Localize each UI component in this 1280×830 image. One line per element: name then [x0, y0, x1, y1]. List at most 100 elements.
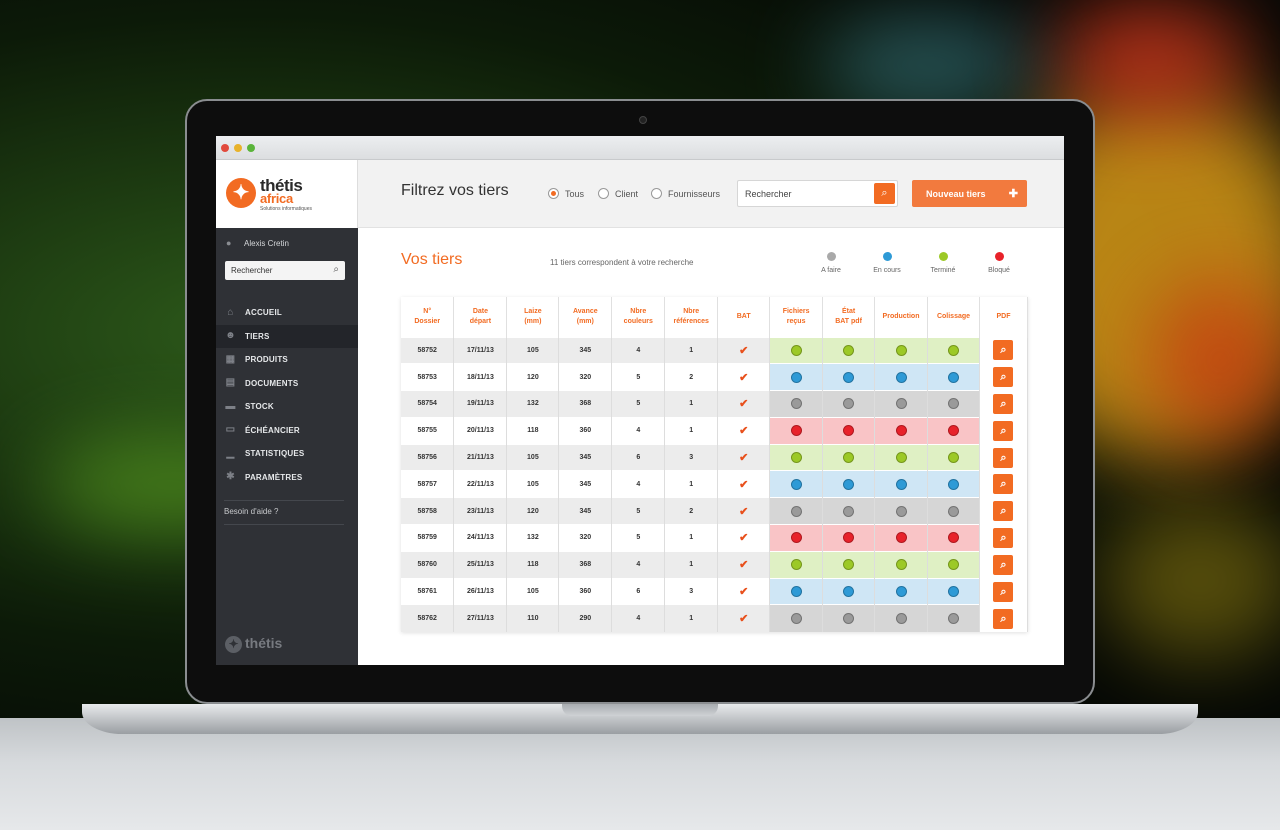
sidebar-item-tiers[interactable]: ☻ TIERS: [216, 324, 358, 348]
cell-avance: 290: [558, 604, 613, 632]
radio-fournisseurs[interactable]: Fournisseurs: [651, 188, 720, 199]
status-dot-icon: [948, 478, 959, 490]
legend-dot: [938, 252, 948, 261]
search-input[interactable]: Rechercher ⌕: [737, 180, 898, 207]
footer-logo-text: thétis: [245, 635, 283, 651]
section-title: Vos tiers: [401, 251, 463, 268]
cell-bat: ✔: [717, 416, 771, 445]
table-row[interactable]: 58760 25/11/13 118 368 4 1 ✔ ⌕: [401, 550, 1029, 579]
table-row[interactable]: 58753 18/11/13 120 320 5 2 ✔ ⌕: [401, 363, 1029, 391]
table-row[interactable]: 58761 26/11/13 105 360 6 3 ✔ ⌕: [401, 577, 1029, 605]
legend-dot: [882, 252, 892, 261]
minimize-window-button[interactable]: [234, 144, 242, 152]
checkmark-icon[interactable]: ✔: [739, 425, 749, 438]
pdf-view-button[interactable]: ⌕: [993, 447, 1014, 468]
cell-laize: 105: [506, 336, 560, 364]
help-link[interactable]: Besoin d'aide ?: [224, 507, 279, 516]
checkmark-icon[interactable]: ✔: [739, 532, 749, 545]
radio-button-icon[interactable]: [598, 188, 609, 199]
checkmark-icon[interactable]: ✔: [739, 559, 749, 572]
pdf-view-button[interactable]: ⌕: [993, 367, 1014, 388]
checkmark-icon[interactable]: ✔: [739, 505, 749, 518]
sidebar-item-stock[interactable]: ▬ STOCK: [216, 395, 358, 419]
sidebar-item-documents[interactable]: ▤ DOCUMENTS: [216, 372, 358, 396]
status-dot-icon: [895, 559, 907, 571]
radio-button-icon[interactable]: [651, 188, 662, 199]
table-row[interactable]: 58759 24/11/13 132 320 5 1 ✔ ⌕: [401, 524, 1029, 552]
cell-etat-bat: [822, 550, 876, 579]
sidebar-item-statistiques[interactable]: ▁ STATISTIQUES: [216, 442, 358, 466]
cell-dossier: 58756: [401, 443, 455, 471]
maximize-window-button[interactable]: [247, 144, 255, 152]
sidebar-item-accueil[interactable]: ⌂ ACCUEIL: [216, 301, 358, 325]
pdf-view-button[interactable]: ⌕: [993, 393, 1014, 414]
cell-references: 1: [664, 524, 719, 552]
pdf-view-button[interactable]: ⌕: [993, 340, 1014, 361]
checkmark-icon[interactable]: ✔: [739, 478, 749, 491]
cell-avance: 345: [558, 470, 613, 498]
radio-button-icon[interactable]: [548, 188, 559, 199]
cell-dossier: 58758: [401, 497, 455, 525]
new-tier-button[interactable]: Nouveau tiers ✚: [912, 180, 1027, 207]
checkmark-icon[interactable]: ✔: [739, 586, 749, 599]
cell-etat-bat: [822, 416, 876, 445]
search-button-icon[interactable]: ⌕: [874, 183, 895, 204]
table-row[interactable]: 58757 22/11/13 105 345 4 1 ✔ ⌕: [401, 470, 1029, 498]
column-header: Production: [874, 297, 929, 337]
table-row[interactable]: 58755 20/11/13 118 360 4 1 ✔ ⌕: [401, 416, 1029, 445]
cell-date: 17/11/13: [453, 336, 508, 364]
pdf-view-button[interactable]: ⌕: [993, 527, 1014, 548]
pdf-view-button[interactable]: ⌕: [993, 581, 1014, 602]
app-screen: ✦ thétis africa Solutions informatiques …: [216, 136, 1064, 665]
status-dot-icon: [895, 613, 907, 625]
legend-dot: [826, 252, 836, 261]
pdf-view-button[interactable]: ⌕: [993, 608, 1014, 629]
table-row[interactable]: 58762 27/11/13 110 290 4 1 ✔ ⌕: [401, 604, 1029, 632]
radio-label: Fournisseurs: [668, 188, 721, 199]
cell-date: 26/11/13: [453, 577, 508, 605]
new-tier-label: Nouveau tiers: [926, 189, 986, 199]
cell-pdf: ⌕: [979, 470, 1029, 498]
checkmark-icon[interactable]: ✔: [739, 452, 749, 465]
column-header: Colissage: [927, 297, 980, 337]
table-body: 58752 17/11/13 105 345 4 1 ✔ ⌕ 58753 18/11/13 120 3…: [401, 336, 1029, 632]
table-row[interactable]: 58752 17/11/13 105 345 4 1 ✔ ⌕: [401, 336, 1029, 364]
sidebar-item-produits[interactable]: ▦ PRODUITS: [216, 348, 358, 372]
checkmark-icon[interactable]: ✔: [739, 371, 749, 384]
search-icon[interactable]: ⌕: [333, 264, 339, 275]
sidebar-search-input[interactable]: Rechercher ⌕: [225, 261, 345, 280]
status-dot-icon: [895, 398, 907, 410]
pdf-view-button[interactable]: ⌕: [993, 420, 1014, 441]
cell-pdf: ⌕: [979, 577, 1029, 605]
close-window-button[interactable]: [221, 144, 229, 152]
checkmark-icon[interactable]: ✔: [739, 344, 749, 357]
column-header-line: couleurs: [623, 317, 653, 325]
sidebar-item-parametres[interactable]: ✱ PARAMÈTRES: [216, 466, 358, 490]
pdf-view-button[interactable]: ⌕: [993, 554, 1014, 575]
checkmark-icon[interactable]: ✔: [739, 613, 749, 626]
table-row[interactable]: 58758 23/11/13 120 345 5 2 ✔ ⌕: [401, 497, 1029, 525]
brand-logo[interactable]: ✦ thétis africa Solutions informatiques: [216, 160, 358, 228]
cell-fichiers: [769, 363, 824, 391]
radio-client[interactable]: Client: [598, 188, 638, 199]
column-header-line: Nbre: [683, 307, 700, 315]
cell-dossier: 58760: [401, 550, 455, 579]
user-profile[interactable]: ● Alexis Cretin: [226, 238, 289, 248]
cell-colissage: [927, 497, 980, 525]
pdf-view-button[interactable]: ⌕: [993, 501, 1014, 522]
table-row[interactable]: 58754 19/11/13 132 368 5 1 ✔ ⌕: [401, 390, 1029, 418]
table-row[interactable]: 58756 21/11/13 105 345 6 3 ✔ ⌕: [401, 443, 1029, 471]
sidebar-divider: [224, 524, 344, 525]
logo-name-line2: africa: [260, 191, 293, 206]
cell-colissage: [927, 524, 980, 552]
pdf-view-button[interactable]: ⌕: [993, 474, 1014, 495]
sidebar-item-echeancier[interactable]: ▭ ÉCHÉANCIER: [216, 419, 358, 443]
cell-bat: ✔: [717, 577, 771, 605]
cell-etat-bat: [822, 336, 876, 364]
sidebar-item-label: ÉCHÉANCIER: [245, 425, 300, 435]
radio-tous[interactable]: Tous: [548, 188, 584, 199]
column-header-line: Laize: [524, 307, 542, 315]
cell-production: [874, 363, 929, 391]
checkmark-icon[interactable]: ✔: [739, 398, 749, 411]
column-header-line: Date: [472, 307, 489, 315]
